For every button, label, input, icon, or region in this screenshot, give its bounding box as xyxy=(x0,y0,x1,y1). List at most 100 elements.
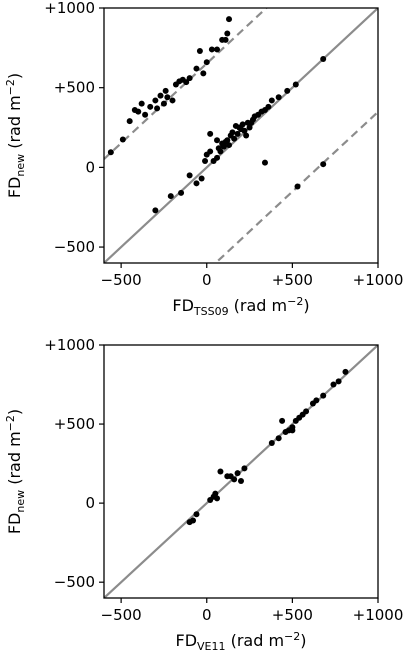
identity-line-0 xyxy=(104,345,378,598)
data-point xyxy=(207,130,214,137)
x-tick-label: 0 xyxy=(202,271,212,289)
data-point xyxy=(292,81,299,88)
data-point xyxy=(234,470,241,477)
top-panel: −500 0 +500 +1000 −500 0 +500 +1000 FDTSS09 (rad… xyxy=(4,0,404,318)
data-point xyxy=(212,490,219,497)
x-tick-label: 0 xyxy=(202,606,212,624)
dashed-line-1 xyxy=(104,8,268,161)
data-point xyxy=(220,143,227,150)
data-point xyxy=(217,468,224,475)
data-point xyxy=(208,46,215,53)
data-point xyxy=(178,189,185,196)
data-point xyxy=(167,193,174,200)
data-point xyxy=(261,159,268,166)
data-point xyxy=(284,87,291,94)
dashed-line-2 xyxy=(214,110,378,263)
data-point xyxy=(154,105,161,112)
y-tick-label: −500 xyxy=(54,238,95,256)
data-point xyxy=(330,381,337,388)
data-point xyxy=(342,368,349,375)
data-point xyxy=(152,207,159,214)
data-point xyxy=(193,65,200,72)
data-point xyxy=(268,97,275,104)
y-tick-label: 0 xyxy=(85,158,95,176)
data-point xyxy=(193,511,200,518)
data-point xyxy=(200,70,207,77)
data-point xyxy=(238,477,244,484)
data-point xyxy=(169,97,176,104)
data-point xyxy=(279,417,286,424)
reference-lines xyxy=(104,8,378,263)
data-point xyxy=(147,103,154,110)
data-point xyxy=(320,392,327,399)
data-points xyxy=(107,16,327,214)
data-point xyxy=(198,175,205,182)
data-point xyxy=(246,124,253,131)
data-point xyxy=(157,92,164,99)
data-point xyxy=(320,56,327,62)
data-point xyxy=(190,517,197,524)
data-point xyxy=(207,148,214,155)
data-point xyxy=(294,183,301,190)
data-point xyxy=(160,100,167,107)
y-tick-label: +1000 xyxy=(44,336,95,354)
data-point xyxy=(275,94,282,101)
data-point xyxy=(224,137,231,144)
data-point xyxy=(142,111,149,118)
data-point xyxy=(313,397,320,404)
y-tick-label: +500 xyxy=(54,415,95,433)
data-point xyxy=(224,30,231,37)
data-point xyxy=(241,465,248,472)
bottom-panel: −500 0 +500 +1000 −500 0 +500 +1000 FDVE11 (rad … xyxy=(4,336,404,653)
data-point xyxy=(214,154,221,161)
x-tick-label: +500 xyxy=(272,271,313,289)
data-point xyxy=(214,46,221,53)
plot-frame xyxy=(103,344,379,599)
data-point xyxy=(226,142,233,149)
data-point xyxy=(196,48,203,55)
x-tick-label: +1000 xyxy=(353,606,404,624)
data-point xyxy=(135,108,142,115)
data-point xyxy=(241,127,248,134)
y-tick-label: −500 xyxy=(54,573,95,591)
data-point xyxy=(214,495,221,502)
data-point xyxy=(214,137,221,144)
data-points xyxy=(186,368,349,526)
data-point xyxy=(243,132,250,139)
data-point xyxy=(231,476,238,483)
data-point xyxy=(222,36,229,43)
y-axis-label: FDnew (rad m−2) xyxy=(4,409,27,534)
reference-lines xyxy=(104,345,378,598)
data-point xyxy=(107,149,114,156)
x-tick-label: +1000 xyxy=(353,271,404,289)
y-axis-label: FDnew (rad m−2) xyxy=(4,73,27,198)
data-point xyxy=(268,440,275,447)
x-tick-label: −500 xyxy=(101,271,142,289)
data-point xyxy=(186,172,193,179)
data-point xyxy=(231,135,238,142)
data-point xyxy=(138,100,145,107)
data-point xyxy=(234,130,241,137)
data-point xyxy=(202,158,209,164)
data-point xyxy=(186,75,193,82)
data-point xyxy=(162,87,169,94)
data-point xyxy=(217,148,224,155)
data-point xyxy=(226,16,233,23)
data-point xyxy=(164,94,171,101)
x-tick-label: +500 xyxy=(272,606,313,624)
y-tick-label: +500 xyxy=(54,79,95,97)
data-point xyxy=(320,161,327,168)
data-point xyxy=(239,121,246,128)
y-tick-label: +1000 xyxy=(44,0,95,17)
data-point xyxy=(126,118,133,125)
x-axis-label: FDTSS09 (rad m−2) xyxy=(172,295,309,318)
identity-line-0 xyxy=(104,8,378,263)
data-point xyxy=(275,435,282,442)
data-point xyxy=(303,408,310,415)
data-point xyxy=(203,59,210,66)
y-tick-label: 0 xyxy=(85,494,95,512)
data-point xyxy=(229,129,236,136)
data-point xyxy=(152,97,159,104)
data-point xyxy=(289,427,296,434)
